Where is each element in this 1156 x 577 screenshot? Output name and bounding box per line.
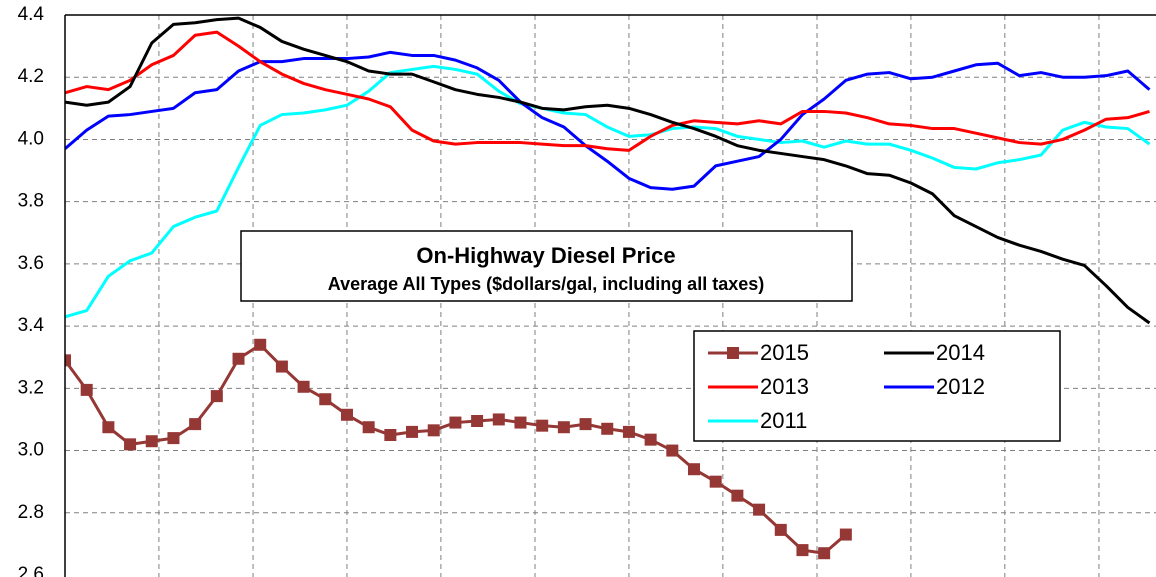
- series-line: [65, 64, 1151, 319]
- data-point: [254, 338, 267, 351]
- y-tick-label: 3.0: [18, 440, 44, 461]
- data-point: [579, 418, 592, 431]
- data-point: [709, 475, 722, 488]
- title-box: On-Highway Diesel Price Average All Type…: [240, 230, 853, 302]
- data-point: [102, 421, 115, 434]
- y-tick-label: 3.8: [18, 191, 44, 212]
- data-point: [384, 429, 397, 441]
- y-axis: 2.6 2.8 3.0 3.2 3.4 3.6 3.8 4.0 4.2 4.4: [18, 4, 45, 577]
- data-point: [536, 419, 549, 432]
- data-point: [514, 416, 527, 429]
- data-point: [340, 408, 353, 421]
- data-point: [145, 435, 158, 448]
- series-line: [65, 16, 1151, 325]
- legend: 2015 2014 2013 2012 2011: [693, 330, 1061, 442]
- data-point: [80, 383, 93, 396]
- data-point: [210, 390, 223, 403]
- data-point: [406, 425, 419, 438]
- title-box-frame: [240, 230, 853, 302]
- legend-label: 2015: [760, 340, 809, 365]
- data-point: [189, 418, 202, 431]
- chart-subtitle: Average All Types ($dollars/gal, includi…: [328, 274, 764, 294]
- data-point: [688, 463, 701, 476]
- legend-label: 2014: [936, 340, 985, 365]
- y-tick-label: 3.2: [18, 377, 44, 398]
- data-point: [167, 432, 180, 445]
- data-point: [427, 424, 440, 437]
- data-point: [644, 433, 657, 446]
- data-point: [818, 547, 831, 560]
- data-point: [796, 544, 809, 557]
- data-point: [492, 413, 505, 426]
- data-point: [622, 425, 635, 438]
- y-tick-label: 2.8: [18, 502, 44, 523]
- legend-marker: [727, 347, 739, 359]
- legend-label: 2011: [760, 408, 807, 433]
- data-point: [753, 503, 766, 516]
- series: [65, 16, 1151, 560]
- series-line: [65, 30, 1150, 152]
- y-tick-label: 4.4: [18, 4, 45, 25]
- data-point: [731, 489, 744, 502]
- y-tick-label: 2.6: [18, 564, 44, 577]
- data-point: [362, 421, 375, 434]
- data-point: [124, 438, 137, 451]
- legend-label: 2012: [936, 374, 985, 399]
- data-point: [601, 422, 614, 435]
- data-point: [471, 415, 484, 427]
- data-point: [449, 416, 462, 429]
- data-point: [557, 421, 570, 434]
- data-point: [319, 393, 332, 406]
- data-point: [774, 523, 787, 536]
- legend-label: 2013: [760, 374, 809, 399]
- y-tick-label: 4.0: [18, 128, 44, 149]
- y-tick-label: 3.4: [18, 315, 45, 336]
- data-point: [839, 528, 852, 541]
- data-point: [65, 354, 71, 367]
- y-tick-label: 4.2: [18, 66, 44, 87]
- series-line: [65, 50, 1151, 191]
- data-point: [275, 360, 288, 373]
- data-point: [666, 444, 679, 457]
- data-point: [232, 352, 245, 365]
- y-tick-label: 3.6: [18, 253, 44, 274]
- chart-title: On-Highway Diesel Price: [416, 243, 675, 268]
- data-point: [297, 380, 310, 393]
